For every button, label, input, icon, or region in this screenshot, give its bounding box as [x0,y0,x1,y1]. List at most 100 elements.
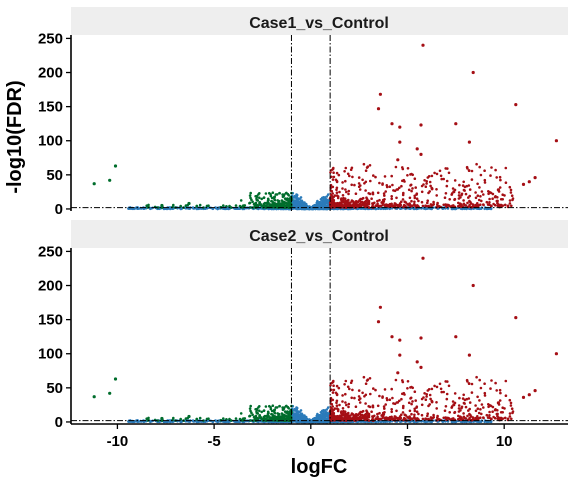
background-point [324,196,327,199]
background-point [332,391,335,394]
background-point [336,404,339,407]
background-point [344,188,347,191]
background-point [366,379,369,382]
background-point [479,195,482,198]
background-point [424,204,427,207]
background-point [207,417,210,420]
background-point [402,192,405,195]
background-point [459,409,462,412]
background-point [402,405,405,408]
background-point [355,413,358,416]
background-point [403,392,406,395]
background-point [338,202,341,205]
background-point [439,170,442,173]
background-point [495,389,498,392]
background-point [416,410,419,413]
facet-title-case1: Case1_vs_Control [249,15,389,32]
background-point [359,411,362,414]
background-point [390,408,393,411]
background-point [436,386,439,389]
background-point [426,202,429,205]
background-point [327,199,330,202]
background-point [462,394,465,397]
data-point [416,147,419,150]
background-point [382,415,385,418]
background-point [413,408,416,411]
background-point [346,202,349,205]
background-point [255,198,258,201]
background-point [196,418,199,421]
data-point [419,153,422,156]
data-point [160,417,163,420]
background-point [302,415,305,418]
background-point [207,204,210,207]
background-point [240,412,243,415]
background-point [510,191,513,194]
background-point [362,417,365,420]
background-point [394,416,397,419]
data-point [528,180,531,183]
data-point [377,107,380,110]
background-point [332,178,335,181]
background-point [278,416,281,419]
background-point [382,202,385,205]
background-point [510,205,513,208]
background-point [338,415,341,418]
background-point [466,202,469,205]
background-point [509,202,512,205]
background-point [408,189,411,192]
background-point [469,401,472,404]
background-point [272,404,275,407]
background-point [410,190,413,193]
background-point [374,389,377,392]
background-point [444,409,447,412]
background-point [255,411,258,414]
background-point [389,398,392,401]
background-point [488,411,491,414]
background-point [365,181,368,184]
background-point [344,393,347,396]
background-point [488,201,491,204]
background-point [350,397,353,400]
background-point [248,415,251,418]
background-point [327,406,330,409]
background-point [358,176,361,179]
background-point [494,204,497,207]
background-point [343,383,346,386]
background-point [281,417,284,420]
background-point [410,386,413,389]
background-point [442,417,445,420]
background-point [302,202,305,205]
background-point [480,174,483,177]
background-point [347,173,350,176]
background-point [179,205,182,208]
background-point [337,197,340,200]
background-point [494,417,497,420]
background-point [333,176,336,179]
background-point [486,414,489,417]
background-point [353,184,356,187]
background-point [338,387,341,390]
background-point [350,381,353,384]
background-point [374,176,377,179]
background-point [322,415,325,418]
background-point [263,196,266,199]
background-point [465,193,468,196]
background-point [295,408,298,411]
background-point [268,405,271,408]
background-point [490,379,493,382]
background-point [468,408,471,411]
background-point [364,402,367,405]
data-point [398,141,401,144]
background-point [351,199,354,202]
background-point [347,199,350,202]
background-point [285,192,288,195]
background-point [361,392,364,395]
y-tick-label: 200 [38,278,63,295]
data-point [514,316,517,319]
background-point [222,417,225,420]
background-point [340,197,343,200]
background-point [265,192,268,195]
background-point [260,416,263,419]
background-point [466,415,469,418]
